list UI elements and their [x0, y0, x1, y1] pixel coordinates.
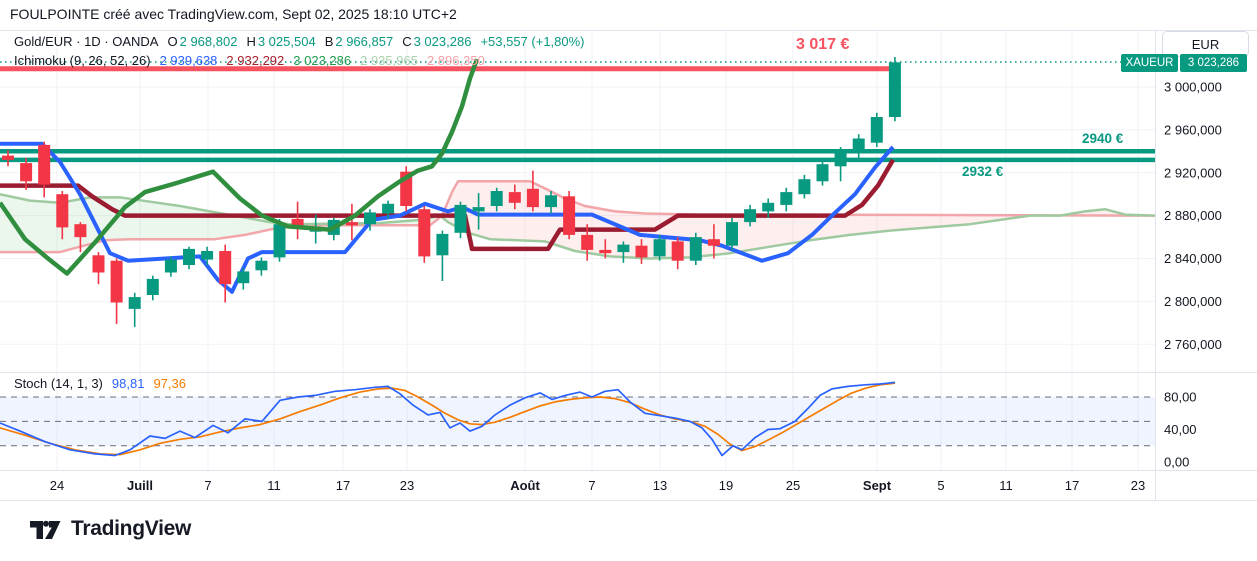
alert-price-label: 3 017 €	[796, 36, 850, 53]
tenkan-value: 2 939,638	[159, 53, 218, 68]
svg-text:40,00: 40,00	[1164, 422, 1197, 437]
svg-text:Juill: Juill	[127, 478, 153, 493]
ichimoku-cloud-bearish	[441, 181, 1155, 259]
ichimoku-chikou-line	[0, 58, 480, 276]
svg-text:25: 25	[786, 478, 800, 493]
level-2932-label: 2932 €	[962, 164, 1004, 179]
stoch-name: Stoch (14, 1, 3)	[14, 376, 103, 391]
level-2940-label: 2940 €	[1082, 131, 1124, 146]
svg-text:11: 11	[267, 478, 281, 493]
change-value: +53,557 (+1,80%)	[480, 34, 585, 49]
symbol-name: Gold/EUR · 1D · OANDA	[14, 34, 159, 49]
snapshot-title: FOULPOINTE créé avec TradingView.com, Se…	[10, 6, 457, 22]
ichimoku-tenkan-line	[0, 141, 895, 294]
svg-text:17: 17	[1065, 478, 1079, 493]
stoch-k-value: 98,81	[111, 376, 145, 391]
svg-text:Sept: Sept	[863, 478, 892, 493]
svg-text:80,00: 80,00	[1164, 390, 1197, 405]
stoch-axis[interactable]: 80,00 40,00 0,00	[1164, 390, 1197, 470]
chikou-value: 3 023,286	[293, 53, 352, 68]
svg-text:19: 19	[719, 478, 733, 493]
tradingview-logo-icon	[30, 520, 61, 539]
kijun-value: 2 932,292	[226, 53, 285, 68]
svg-text:11: 11	[999, 478, 1013, 493]
svg-text:2 960,000: 2 960,000	[1164, 122, 1222, 137]
candlestick-series	[2, 57, 901, 328]
indicator-legend: Ichimoku (9, 26, 52, 26) 2 939,638 2 932…	[14, 53, 485, 68]
svg-text:7: 7	[588, 478, 595, 493]
svg-text:2 840,000: 2 840,000	[1164, 251, 1222, 266]
svg-text:7: 7	[204, 478, 211, 493]
stoch-d-value: 97,36	[153, 376, 186, 391]
price-axis[interactable]: 3 000,000 2 960,000 2 920,000 2 880,000 2 84…	[1164, 80, 1222, 352]
symbol-axis-badge: XAUEUR	[1121, 54, 1178, 72]
svg-text:23: 23	[400, 478, 414, 493]
svg-text:Août: Août	[510, 478, 540, 493]
svg-text:5: 5	[937, 478, 944, 493]
svg-text:2 920,000: 2 920,000	[1164, 165, 1222, 180]
indicator-name: Ichimoku (9, 26, 52, 26)	[14, 53, 151, 68]
ichimoku-kijun-line	[0, 158, 895, 252]
svg-text:13: 13	[653, 478, 667, 493]
svg-text:3 000,000: 3 000,000	[1164, 80, 1222, 95]
ichimoku-span-a-line	[0, 192, 1156, 260]
span-b-value: 2 896,350	[426, 53, 485, 68]
pane-borders	[0, 30, 1257, 501]
stoch-k-line	[0, 381, 896, 457]
time-axis[interactable]: 24 Juill 7 11 17 23 Août 7 13 19 25 Sept 5 11 17 23	[50, 478, 1145, 493]
svg-text:0,00: 0,00	[1164, 455, 1189, 470]
tradingview-logo[interactable]: TradingView	[28, 514, 191, 544]
svg-text:2 760,000: 2 760,000	[1164, 337, 1222, 352]
svg-text:17: 17	[336, 478, 350, 493]
span-a-value: 2 935,965	[360, 53, 418, 68]
last-price-badge: 3 023,286	[1180, 54, 1247, 72]
svg-text:2 800,000: 2 800,000	[1164, 294, 1222, 309]
svg-text:23: 23	[1131, 478, 1145, 493]
stoch-d-line	[0, 382, 896, 456]
stoch-legend: Stoch (14, 1, 3) 98,81 97,36	[14, 376, 186, 391]
svg-text:24: 24	[50, 478, 64, 493]
tradingview-wordmark: TradingView	[71, 517, 192, 540]
svg-text:2 880,000: 2 880,000	[1164, 208, 1222, 223]
